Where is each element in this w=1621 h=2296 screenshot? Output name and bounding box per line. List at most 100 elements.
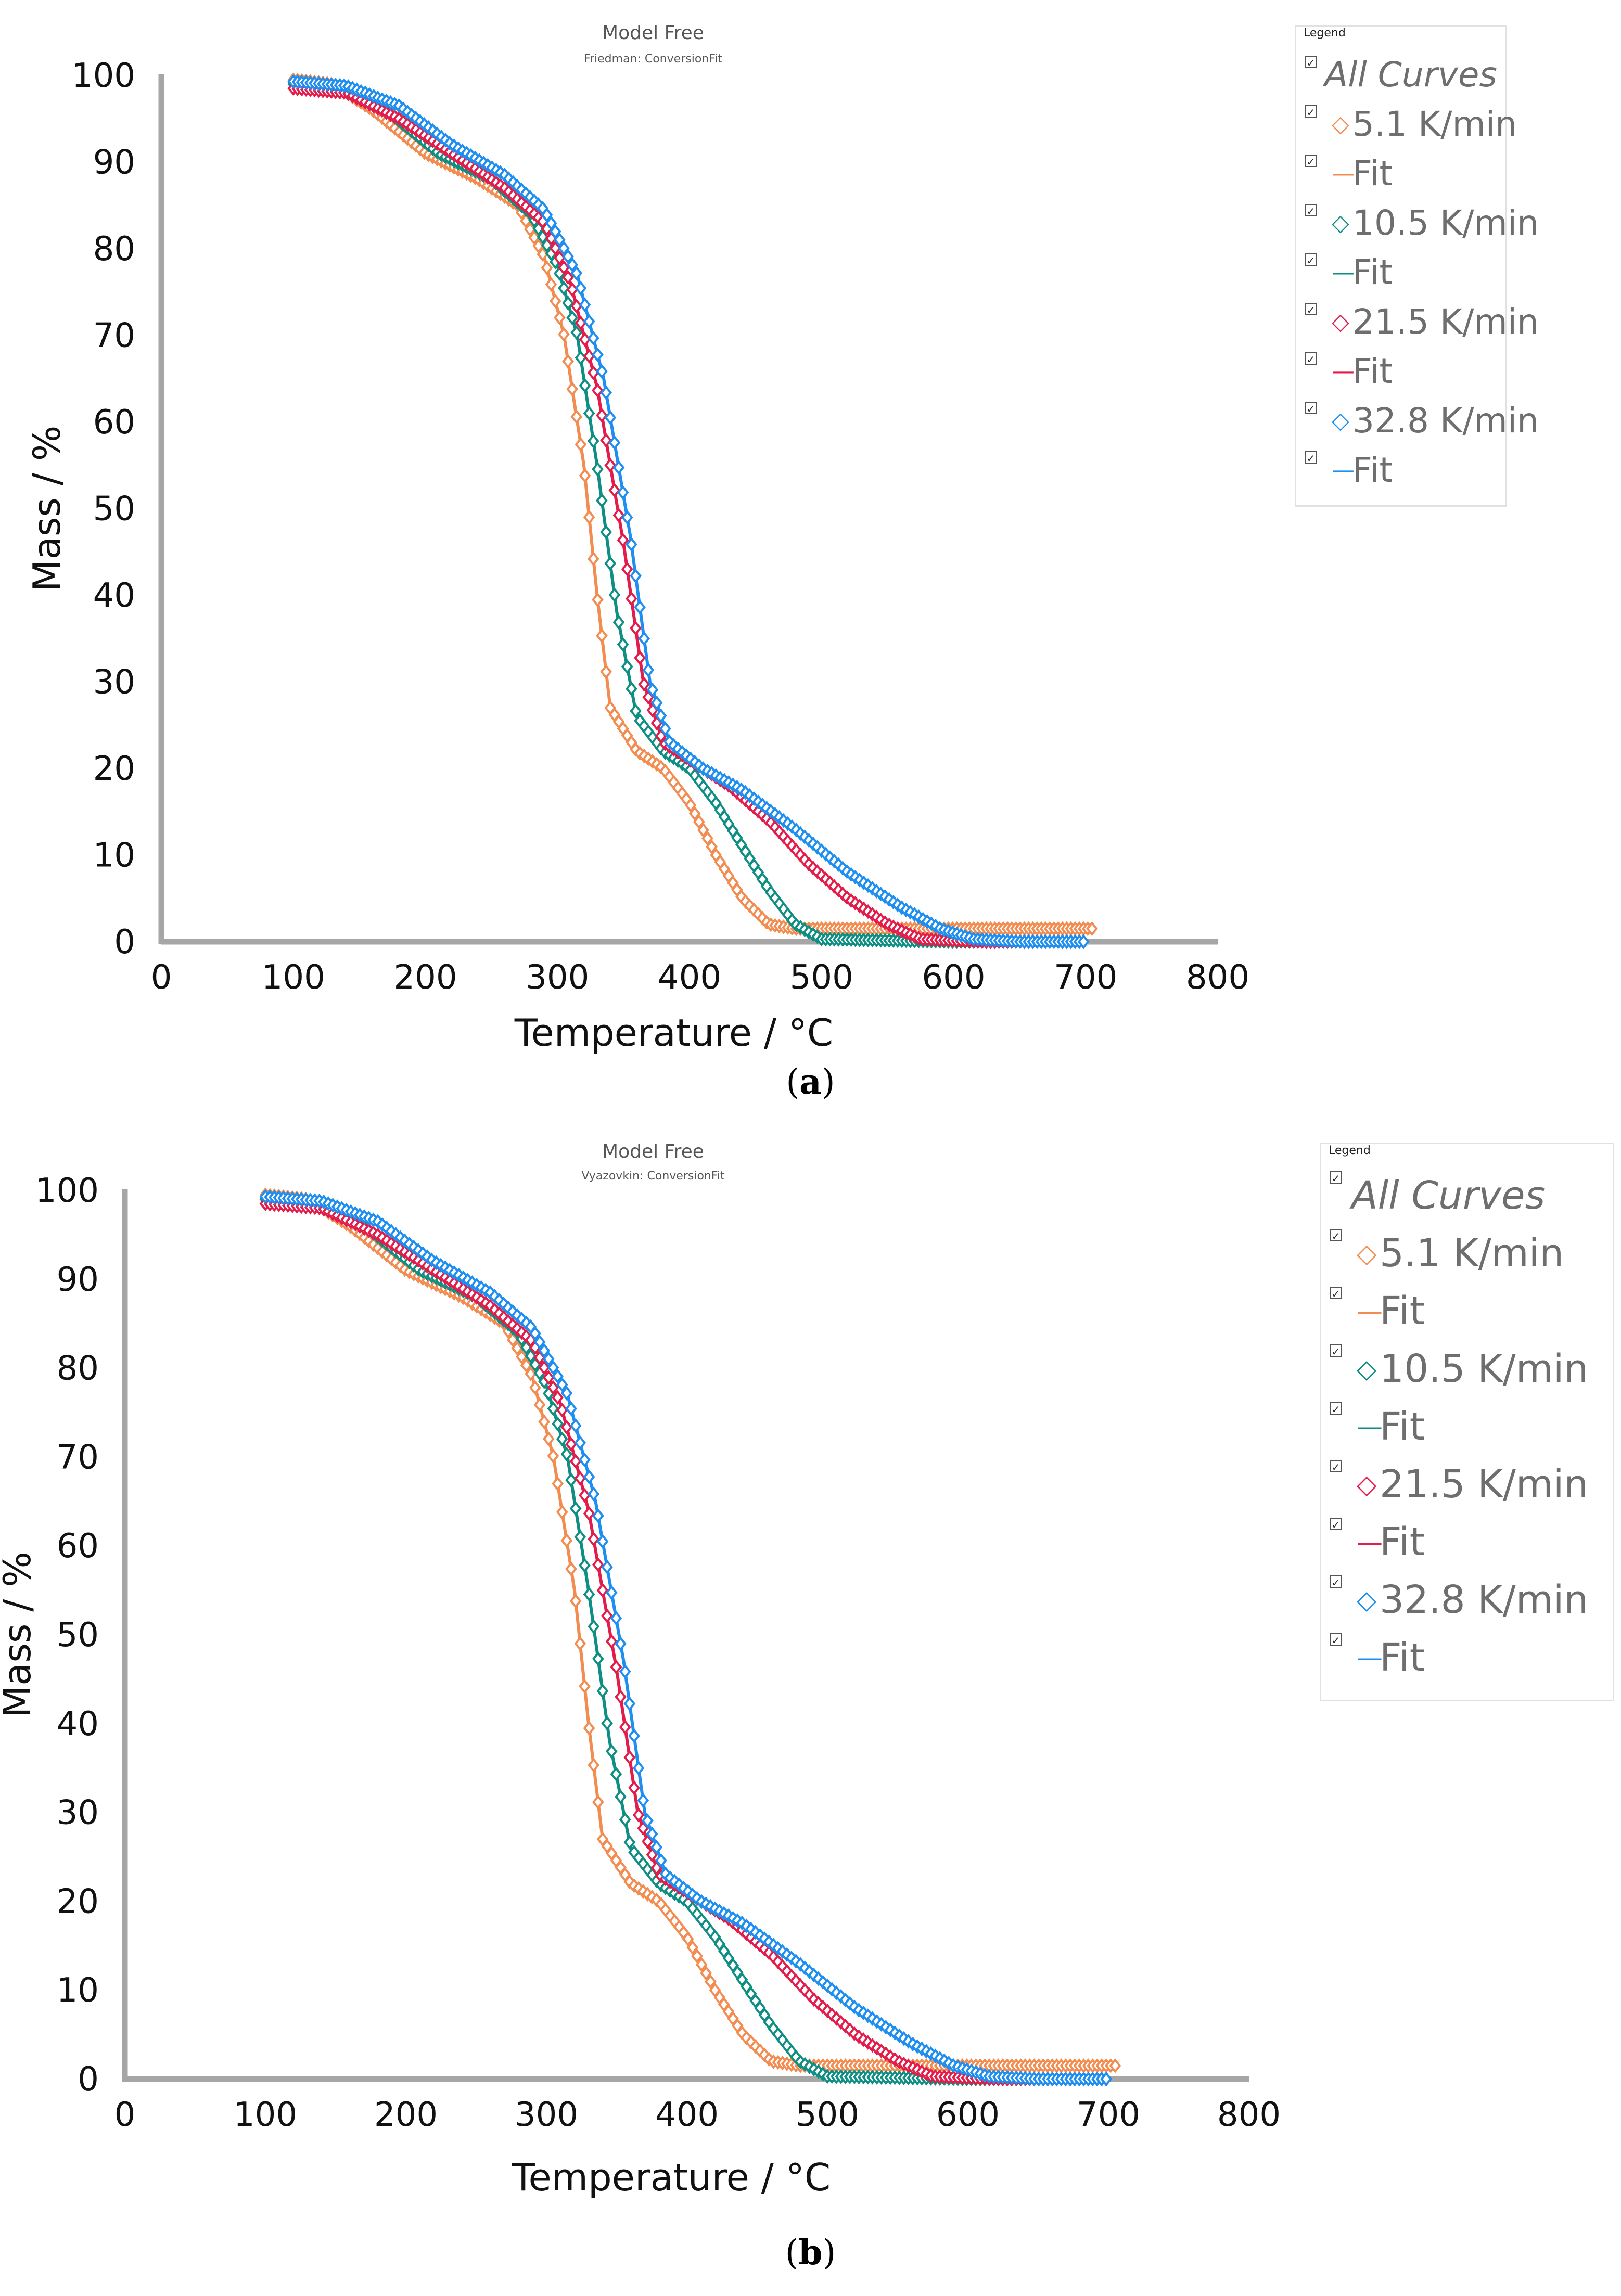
data-point [552, 1368, 564, 1384]
data-point [601, 1715, 614, 1731]
legend-label: 10.5 K/min [1352, 203, 1539, 243]
legend-label: 10.5 K/min [1380, 1346, 1589, 1391]
legend-label: 5.1 K/min [1352, 104, 1517, 144]
checkbox-icon[interactable]: ✓ [1305, 204, 1317, 217]
data-point [601, 1559, 614, 1575]
checkbox-icon[interactable]: ✓ [1305, 105, 1317, 119]
data-point [537, 229, 549, 245]
checkbox-icon[interactable]: ✓ [1330, 1287, 1342, 1300]
data-point [615, 1689, 627, 1704]
data-point [552, 1390, 564, 1405]
caption-letter-b: b [798, 2232, 823, 2273]
caption-a: (a) [786, 1061, 835, 1102]
checkbox-icon[interactable]: ✓ [1330, 1633, 1342, 1647]
y-tick-label: 40 [57, 1705, 99, 1743]
data-point [628, 1728, 640, 1743]
x-tick-label: 600 [922, 958, 985, 997]
data-point [600, 524, 612, 540]
checkbox-icon[interactable]: ✓ [1305, 155, 1317, 168]
data-point [634, 650, 646, 665]
checkbox-icon[interactable]: ✓ [1305, 451, 1317, 465]
data-point [693, 814, 705, 829]
y-tick-label: 70 [93, 317, 135, 355]
data-point [628, 1780, 640, 1795]
y-tick-label: 90 [93, 144, 135, 182]
data-point [610, 1766, 622, 1782]
data-point [484, 1298, 496, 1314]
x-tick-label: 300 [526, 958, 589, 997]
series-10-5-k-min [259, 1191, 1113, 2087]
data-point [553, 310, 566, 325]
data-point [520, 1357, 532, 1373]
y-tick-label: 80 [57, 1350, 99, 1388]
line-marker-icon: — [1357, 1527, 1383, 1557]
data-point [704, 1974, 717, 1990]
checkbox-icon[interactable]: ✓ [1305, 352, 1317, 366]
y-tick-label: 100 [72, 57, 135, 95]
data-point [547, 1380, 559, 1395]
data-point [621, 510, 633, 525]
data-point [574, 1435, 586, 1451]
checkbox-icon[interactable]: ✓ [1330, 1344, 1342, 1358]
data-point [612, 460, 625, 475]
data-point [588, 1532, 600, 1547]
legend-label: Fit [1352, 252, 1393, 292]
diamond-marker-icon: ◇ [1357, 1585, 1377, 1615]
data-point [562, 270, 574, 285]
chart-subtitle: Friedman: ConversionFit [584, 53, 722, 66]
data-point [569, 1593, 582, 1609]
checkbox-icon[interactable]: ✓ [1330, 1402, 1342, 1416]
data-point [608, 435, 621, 450]
data-point [570, 265, 583, 281]
data-point [569, 1501, 582, 1516]
checkbox-icon[interactable]: ✓ [1330, 1575, 1342, 1589]
data-point [596, 1583, 609, 1598]
data-point [529, 1326, 541, 1341]
data-point [587, 551, 599, 567]
checkbox-icon[interactable]: ✓ [1330, 1518, 1342, 1531]
data-point [634, 599, 646, 615]
data-point [542, 1370, 555, 1385]
checkbox-icon[interactable]: ✓ [1305, 56, 1317, 69]
data-point [547, 1360, 559, 1375]
x-tick-label: 200 [393, 958, 457, 997]
data-point [583, 509, 595, 525]
series-5-1-k-min [287, 72, 1098, 937]
series-32-8-k-min [287, 74, 1090, 950]
checkbox-icon[interactable]: ✓ [1305, 402, 1317, 415]
data-point [621, 561, 633, 577]
data-point [489, 1302, 501, 1317]
data-point [637, 1793, 649, 1808]
data-point [592, 347, 604, 362]
y-tick-label: 50 [57, 1616, 99, 1654]
data-point [489, 1289, 501, 1304]
data-point [583, 406, 595, 421]
data-point [588, 1758, 600, 1773]
legend-label: Fit [1352, 351, 1393, 391]
data-point [541, 207, 553, 223]
y-tick-label: 10 [93, 837, 135, 875]
y-tick-label: 60 [57, 1527, 99, 1566]
y-tick-label: 80 [93, 230, 135, 268]
data-point [695, 1957, 708, 1972]
diamond-marker-icon: ◇ [1332, 309, 1349, 335]
checkbox-icon[interactable]: ✓ [1330, 1229, 1342, 1242]
data-point [632, 1761, 645, 1776]
data-point [604, 458, 617, 473]
checkbox-icon[interactable]: ✓ [1330, 1171, 1342, 1185]
y-tick-label: 10 [57, 1971, 99, 2010]
checkbox-icon[interactable]: ✓ [1305, 253, 1317, 267]
data-point [569, 1418, 582, 1433]
x-tick-label: 700 [1077, 2096, 1140, 2134]
legend-label: 21.5 K/min [1380, 1462, 1589, 1507]
checkbox-icon[interactable]: ✓ [1305, 303, 1317, 316]
legend-label: 32.8 K/min [1352, 401, 1539, 441]
data-point [697, 823, 709, 838]
legend-title: Legend [1329, 1144, 1371, 1157]
y-tick-label: 40 [93, 576, 135, 615]
data-point [630, 568, 642, 583]
data-point [612, 507, 625, 523]
data-point [575, 437, 587, 452]
series-10-5-k-min [287, 76, 1090, 950]
checkbox-icon[interactable]: ✓ [1330, 1460, 1342, 1473]
